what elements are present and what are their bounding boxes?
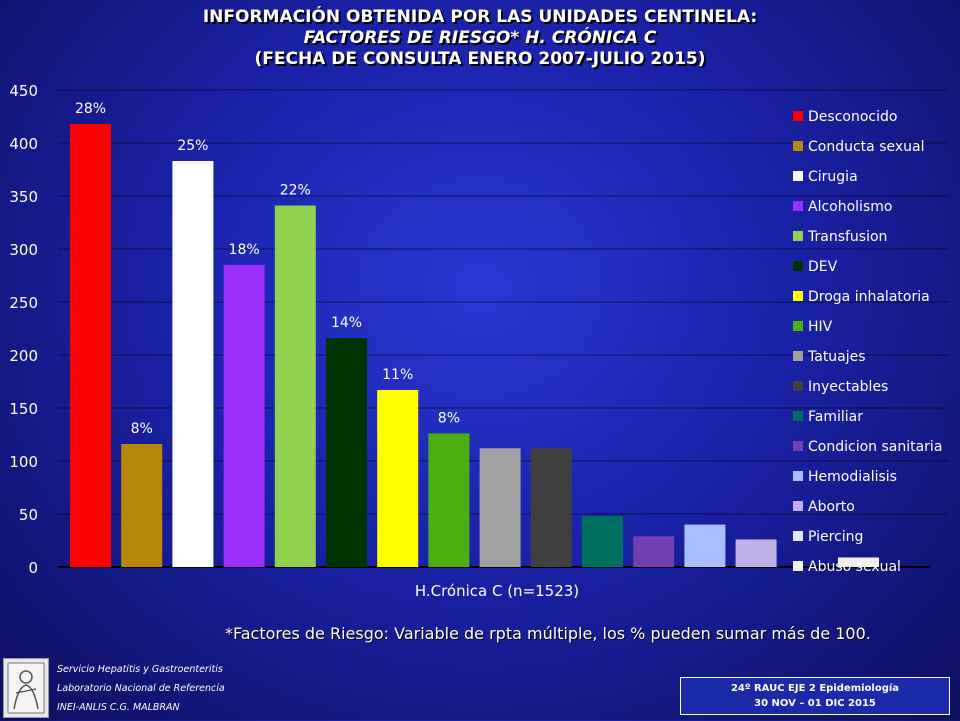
title-line-1: INFORMACIÓN OBTENIDA POR LAS UNIDADES CE… xyxy=(202,7,758,27)
bar xyxy=(70,123,111,568)
legend-swatch xyxy=(793,261,803,271)
footer-line-3: INEI-ANLIS C.G. MALBRAN xyxy=(57,702,180,713)
legend-swatch xyxy=(793,231,803,241)
legend-swatch xyxy=(793,201,803,211)
y-tick-label: 250 xyxy=(9,294,38,312)
bar xyxy=(223,264,265,567)
data-label: 8% xyxy=(131,421,153,437)
legend-swatch xyxy=(793,411,803,421)
legend-label: Transfusion xyxy=(807,229,887,245)
bar xyxy=(633,536,675,567)
legend-label: Alcoholismo xyxy=(808,199,892,215)
data-label: 25% xyxy=(177,138,208,154)
y-tick-label: 150 xyxy=(9,400,38,418)
legend-label: Tatuajes xyxy=(807,349,866,365)
y-tick-label: 300 xyxy=(9,241,38,259)
legend-label: Hemodialisis xyxy=(808,469,897,485)
legend-label: HIV xyxy=(808,319,833,335)
bar xyxy=(274,205,316,568)
legend-swatch xyxy=(793,471,803,481)
footer-line-1: Servicio Hepatitis y Gastroenteritis xyxy=(57,664,223,675)
y-tick-label: 400 xyxy=(9,135,38,153)
data-label: 8% xyxy=(438,410,460,426)
legend-label: Conducta sexual xyxy=(808,139,924,155)
legend-swatch xyxy=(793,501,803,511)
data-label: 11% xyxy=(382,367,413,383)
legend-label: Aborto xyxy=(808,499,855,515)
legend-label: Cirugia xyxy=(808,169,858,185)
bar xyxy=(121,444,163,567)
y-tick-label: 450 xyxy=(9,82,38,100)
bar xyxy=(377,389,419,567)
legend-label: Abuso sexual xyxy=(808,559,901,575)
legend-label: Piercing xyxy=(808,529,863,545)
chart-title: INFORMACIÓN OBTENIDA POR LAS UNIDADES CE… xyxy=(0,6,960,70)
legend-swatch xyxy=(793,441,803,451)
bar xyxy=(735,539,777,567)
legend-swatch xyxy=(793,321,803,331)
data-label: 28% xyxy=(75,101,106,117)
legend-swatch xyxy=(793,111,803,121)
legend-label: Desconocido xyxy=(808,109,897,125)
footnote: *Factores de Riesgo: Variable de rpta mú… xyxy=(225,624,871,643)
bar xyxy=(530,448,572,567)
legend-swatch xyxy=(793,381,803,391)
event-line-1: 24º RAUC EJE 2 Epidemiología xyxy=(730,683,900,694)
title-line-2: FACTORES DE RIESGO* H. CRÓNICA C xyxy=(303,28,657,48)
y-tick-label: 50 xyxy=(19,506,38,524)
title-line-3: (FECHA DE CONSULTA ENERO 2007-JULIO 2015… xyxy=(254,49,706,69)
footer-line-2: Laboratorio Nacional de Referencia xyxy=(57,683,225,694)
y-tick-label: 350 xyxy=(9,188,38,206)
legend-label: Condicion sanitaria xyxy=(808,439,942,455)
legend-label: Inyectables xyxy=(808,379,888,395)
bar xyxy=(428,433,470,567)
data-label: 14% xyxy=(331,315,362,331)
bar xyxy=(172,161,214,567)
bar-chart: 0 50 100 150 200 250 300 350 400 450 28% 8% 25% 18% 22… xyxy=(9,82,948,600)
institution-footer: Servicio Hepatitis y Gastroenteritis Lab… xyxy=(0,656,340,720)
data-label: 18% xyxy=(229,242,260,258)
legend-label: Familiar xyxy=(808,409,863,425)
legend-swatch xyxy=(793,171,803,181)
legend-swatch xyxy=(793,561,803,571)
event-box: 24º RAUC EJE 2 Epidemiología 30 NOV – 01… xyxy=(680,677,950,715)
legend-swatch xyxy=(793,351,803,361)
bar xyxy=(479,448,521,567)
y-tick-label: 200 xyxy=(9,347,38,365)
bar xyxy=(582,516,623,567)
legend-label: DEV xyxy=(808,259,838,275)
y-tick-label: 100 xyxy=(9,453,38,471)
bar xyxy=(684,524,726,567)
bar xyxy=(838,557,879,567)
legend-swatch xyxy=(793,291,803,301)
event-line-2: 30 NOV – 01 DIC 2015 xyxy=(754,698,876,709)
institution-logo xyxy=(3,658,49,718)
y-tick-label: 0 xyxy=(28,559,38,577)
legend-label: Droga inhalatoria xyxy=(808,289,930,305)
legend-swatch xyxy=(793,141,803,151)
data-label: 22% xyxy=(280,183,311,199)
x-axis-label: H.Crónica C (n=1523) xyxy=(415,582,579,600)
legend-swatch xyxy=(793,531,803,541)
bar xyxy=(326,338,367,567)
